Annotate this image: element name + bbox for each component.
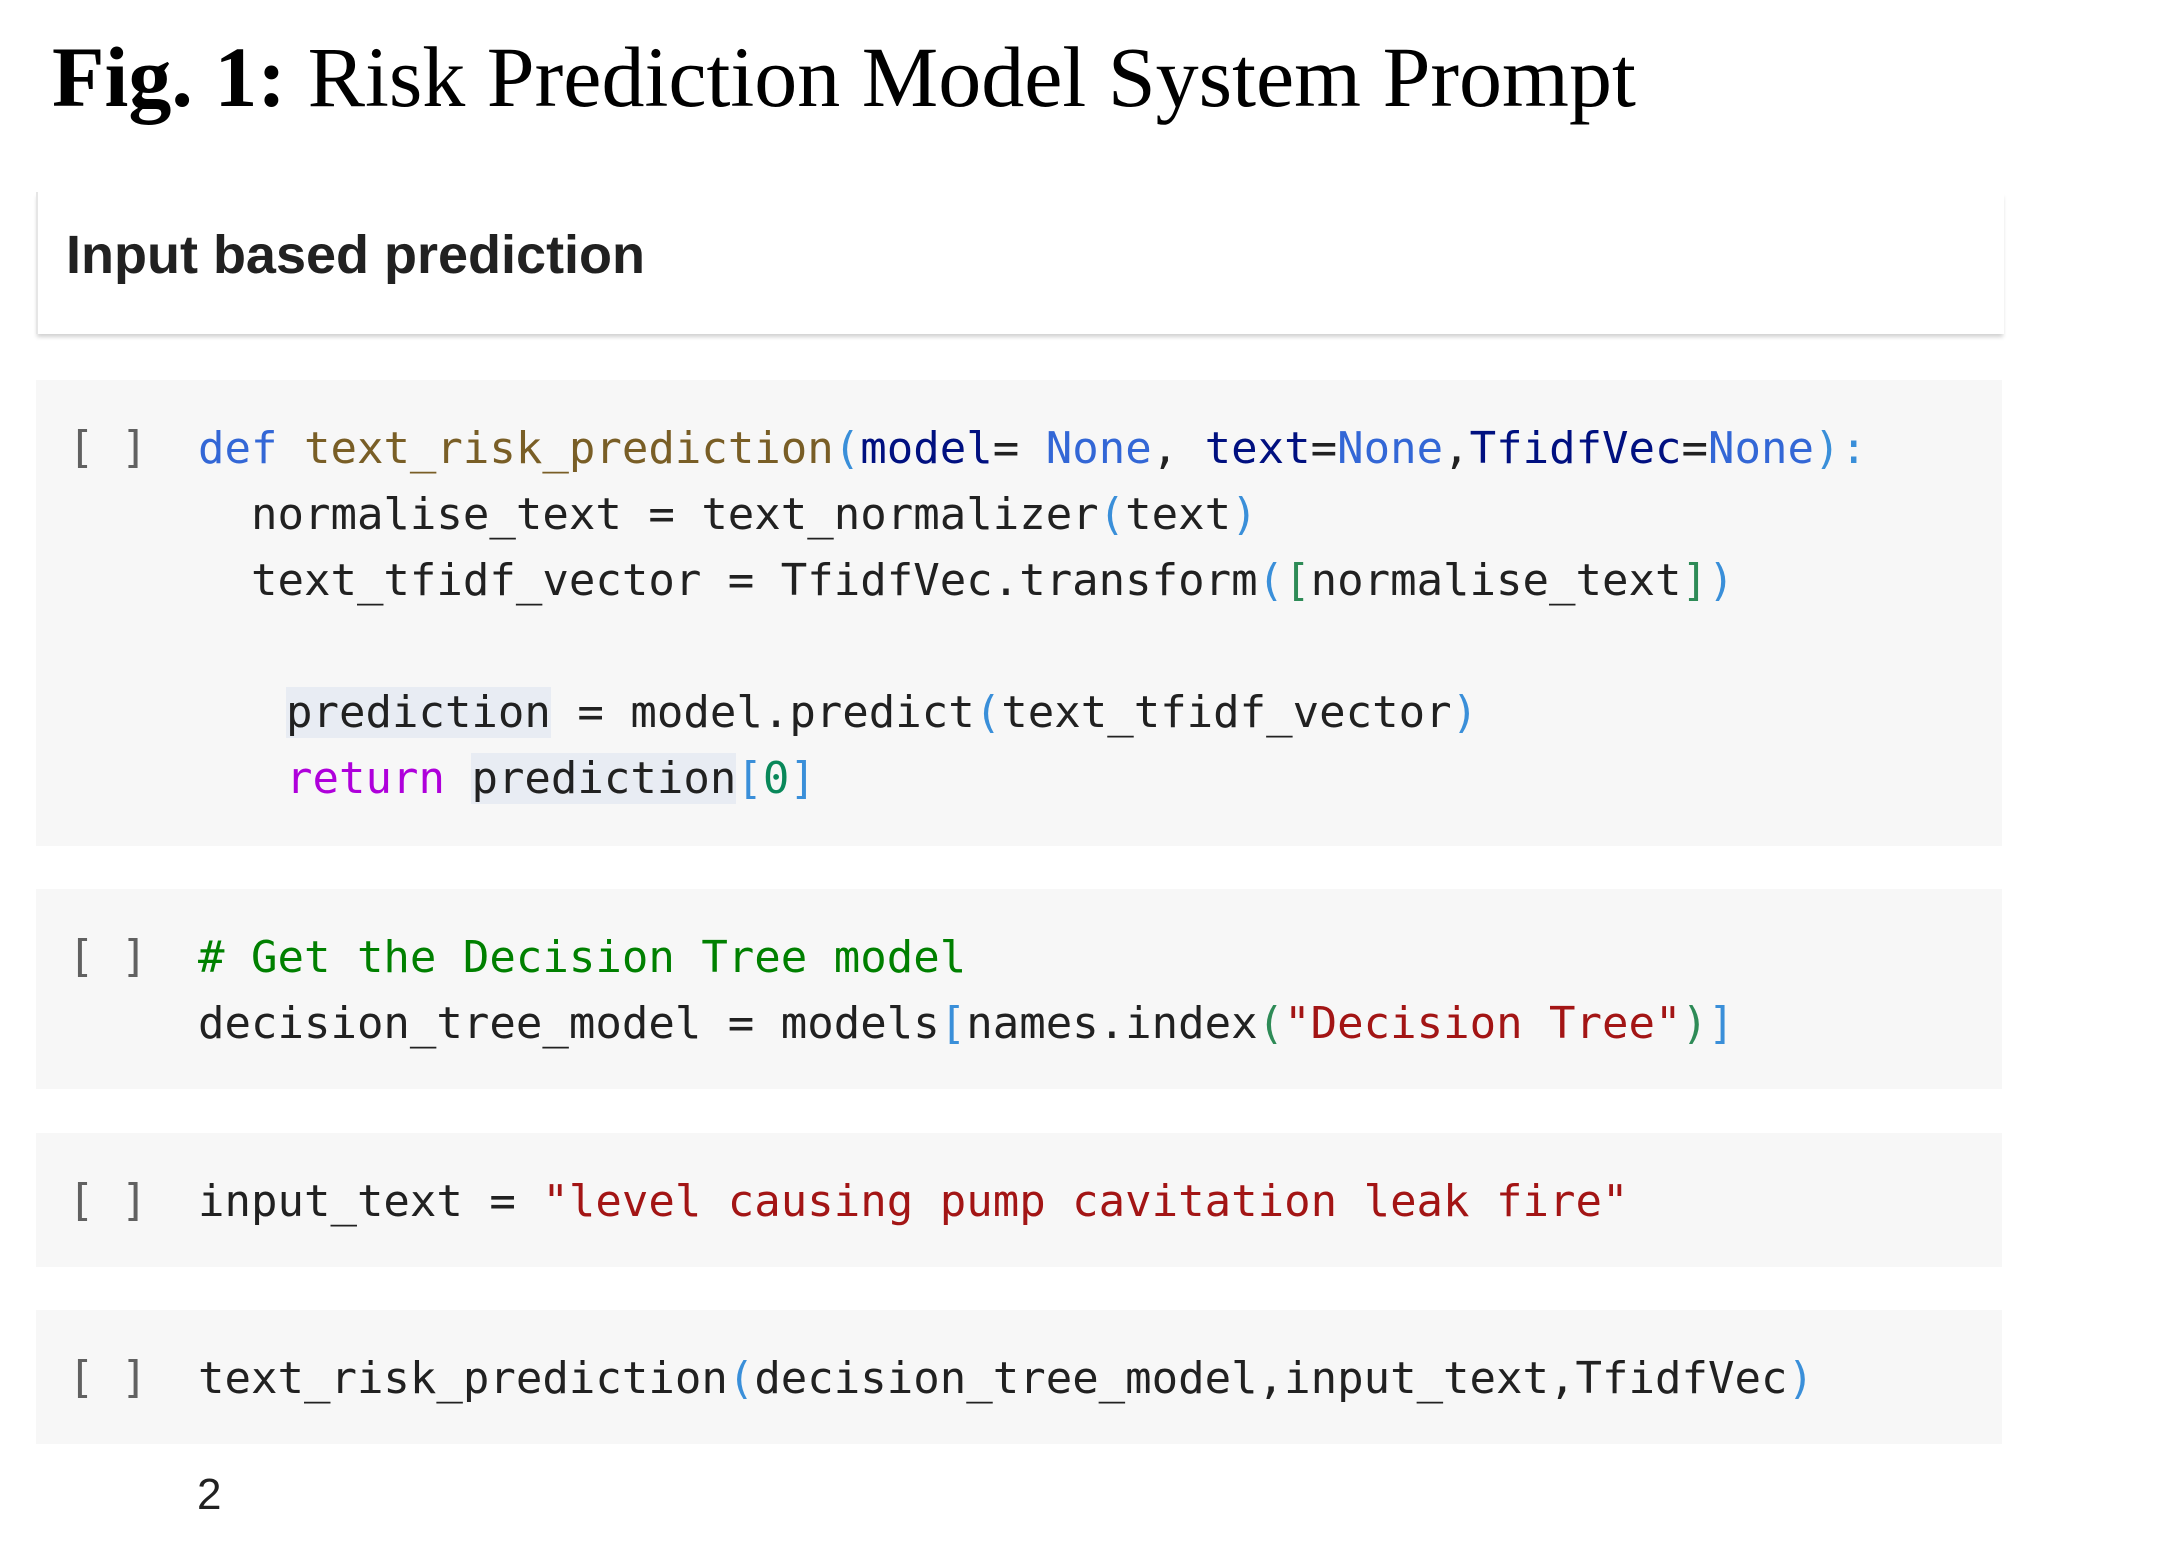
bracket: ] — [789, 753, 816, 804]
code-text: decision_tree_model,input_text,TfidfVec — [754, 1353, 1788, 1404]
constant: None — [1337, 423, 1444, 474]
bracket: ] — [1681, 555, 1708, 606]
operator: = — [1681, 423, 1709, 474]
code-text: text_tfidf_vector = TfidfVec.transform — [198, 555, 1258, 606]
paren: ( — [974, 687, 1002, 738]
code-text: text_risk_prediction — [198, 1353, 728, 1404]
run-cell-button[interactable]: [ ] — [68, 1175, 148, 1226]
highlighted-identifier: prediction — [471, 753, 737, 804]
param: text — [1204, 423, 1311, 474]
paren: ( — [727, 1353, 755, 1404]
code-cell-function-def[interactable]: [ ] def text_risk_prediction(model= None… — [36, 380, 2002, 846]
paren: ) — [1787, 1353, 1814, 1404]
code-text: input_text = — [198, 1176, 543, 1227]
code-cell-model-select[interactable]: [ ] # Get the Decision Tree model decisi… — [36, 889, 2002, 1089]
function-name: text_risk_prediction — [277, 423, 834, 474]
paren: ) — [1231, 489, 1258, 540]
paren: ) — [1707, 555, 1735, 606]
code-text: names.index — [966, 998, 1258, 1049]
code-text: = model.predict — [550, 687, 975, 738]
paren: ( — [1257, 555, 1285, 606]
operator: = — [1310, 423, 1338, 474]
code-comment: # Get the Decision Tree model — [198, 932, 967, 983]
paren: ) — [1681, 998, 1709, 1049]
code-line: return prediction[0] — [286, 749, 816, 809]
param: TfidfVec — [1469, 423, 1682, 474]
code-text: normalise_text = text_normalizer — [198, 489, 1099, 540]
paren: ) — [1451, 687, 1479, 738]
markdown-cell[interactable]: Input based prediction — [36, 192, 2004, 334]
code-line: normalise_text = text_normalizer(text) — [198, 485, 1258, 545]
string-literal: "Decision Tree" — [1284, 998, 1682, 1049]
constant: None — [1045, 423, 1152, 474]
figure-label: Fig. 1: — [52, 29, 287, 125]
keyword: def — [198, 423, 278, 474]
string-literal: "level causing pump cavitation leak fire… — [542, 1176, 1629, 1227]
code-line: def text_risk_prediction(model= None, te… — [198, 419, 1867, 479]
paren: ): — [1814, 423, 1867, 474]
code-line: text_risk_prediction(decision_tree_model… — [198, 1349, 1814, 1409]
run-cell-button[interactable]: [ ] — [68, 931, 148, 982]
run-cell-button[interactable]: [ ] — [68, 422, 148, 473]
code-line: decision_tree_model = models[names.index… — [198, 994, 1735, 1054]
highlighted-identifier: prediction — [286, 687, 551, 738]
code-cell-prediction-call[interactable]: [ ] text_risk_prediction(decision_tree_m… — [36, 1310, 2002, 1444]
figure-caption: Fig. 1: Risk Prediction Model System Pro… — [52, 30, 1636, 125]
operator: = — [992, 423, 1046, 474]
constant: None — [1708, 423, 1814, 474]
code-text: text_tfidf_vector — [1001, 687, 1452, 738]
bracket: [ — [736, 753, 763, 804]
figure-title: Risk Prediction Model System Prompt — [286, 29, 1636, 125]
bracket: ] — [1708, 998, 1735, 1049]
code-text: text — [1125, 489, 1232, 540]
code-line: input_text = "level causing pump cavitat… — [198, 1172, 1628, 1232]
paren: ( — [1098, 489, 1126, 540]
return-keyword: return — [286, 753, 445, 804]
code-line: prediction = model.predict(text_tfidf_ve… — [286, 683, 1478, 743]
bracket: [ — [939, 998, 967, 1049]
paren: ( — [1257, 998, 1285, 1049]
section-heading: Input based prediction — [66, 225, 646, 285]
bracket: [ — [1284, 555, 1311, 606]
run-cell-button[interactable]: [ ] — [68, 1352, 148, 1403]
number: 0 — [762, 753, 790, 804]
paren: ( — [833, 423, 861, 474]
separator: , — [1443, 423, 1470, 474]
param: model — [860, 423, 993, 474]
separator: , — [1151, 423, 1205, 474]
code-cell-input-text[interactable]: [ ] input_text = "level causing pump cav… — [36, 1133, 2002, 1267]
code-text: normalise_text — [1310, 555, 1682, 606]
code-text: decision_tree_model = models — [198, 998, 940, 1049]
cell-output: 2 — [197, 1470, 222, 1519]
code-line: text_tfidf_vector = TfidfVec.transform([… — [198, 551, 1735, 611]
